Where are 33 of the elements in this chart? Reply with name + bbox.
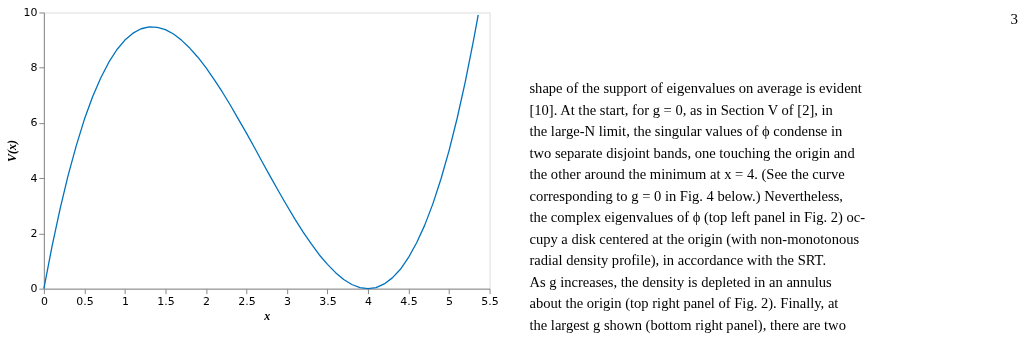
x-axis-title: x [263, 309, 271, 324]
text: the complex eigenvalues of ϕ (top left panel in Fig. 2) oc- [529, 209, 866, 227]
x-tick-label: 2.5 [238, 295, 256, 309]
text: radial density profile), in accordance with the SRT. [529, 252, 827, 270]
x-tick-label: 3.5 [319, 295, 337, 309]
text: [10]. At the start, for g = 0, as in Section V of [2], in [529, 101, 834, 118]
y-tick-label: 10 [23, 5, 38, 19]
text: the large-N limit, the singular values of ϕ condense in [529, 123, 843, 140]
y-tick-label: 4 [30, 171, 38, 185]
text: about the origin (top right panel of Fig. 2). Finally, at [529, 295, 839, 313]
y-tick-label: 6 [30, 116, 38, 130]
x-tick-label: 1 [121, 295, 129, 309]
text: corresponding to g = 0 in Fig. 4 below.) Nevertheless, [529, 187, 843, 205]
text: As g increases, the density is depleted in an annulus [529, 273, 832, 290]
y-tick-label: 0 [30, 282, 38, 296]
text: shape of the support of eigenvalues on average is evident [529, 80, 862, 97]
x-tick-label: 4.5 [400, 295, 418, 309]
x-tick-label: 0 [40, 295, 48, 309]
text: the other around the minimum at x = 4. (See the curve [529, 166, 845, 184]
x-tick-label: 1.5 [157, 295, 175, 309]
text: the largest g shown (bottom right panel), there are two [529, 316, 846, 334]
x-tick-label: 2 [202, 295, 210, 309]
x-tick-label: 0.5 [76, 295, 94, 309]
x-tick-label: 4 [365, 295, 373, 309]
y-tick-label: 8 [30, 61, 38, 75]
text: cupy a disk centered at the origin (with non-monotonous [529, 230, 860, 248]
text: 3 [1010, 11, 1019, 28]
x-tick-label: 5.5 [481, 295, 499, 309]
y-tick-label: 2 [30, 226, 38, 240]
text: two separate disjoint bands, one touching the origin and [529, 144, 856, 161]
x-tick-label: 3 [283, 295, 291, 309]
y-axis-title: V(x) [5, 140, 20, 163]
x-tick-label: 5 [446, 295, 454, 309]
